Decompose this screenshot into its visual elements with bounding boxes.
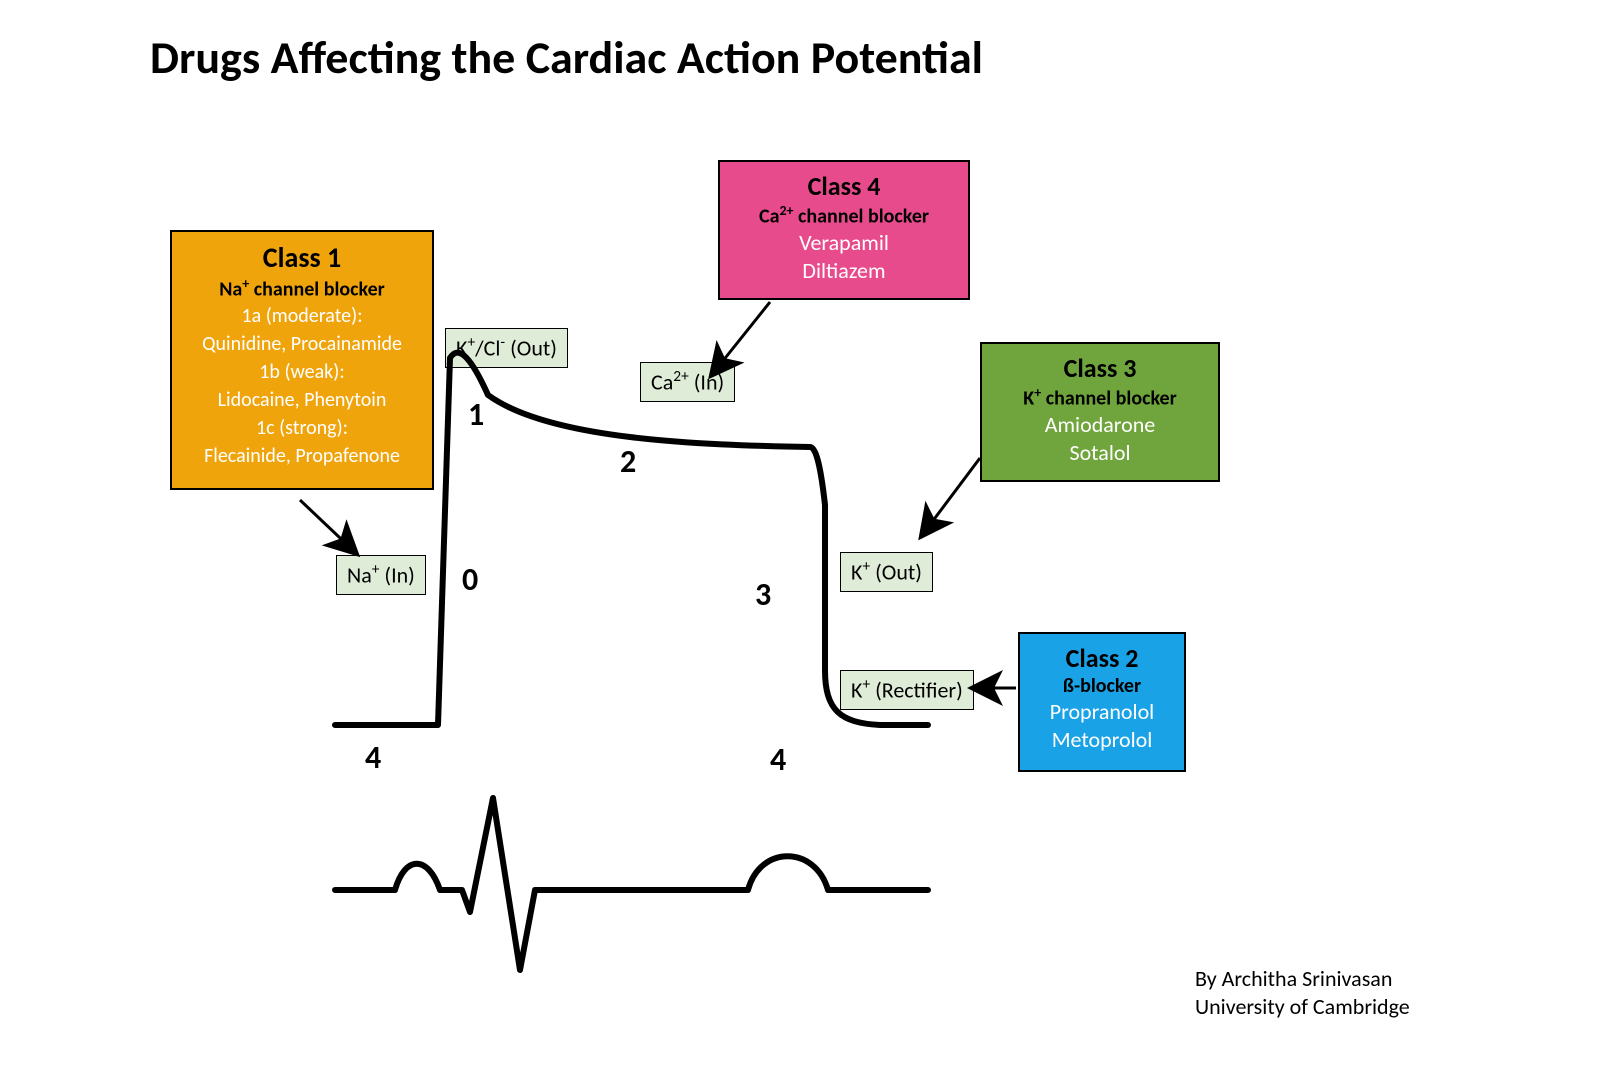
arrows xyxy=(300,302,1016,688)
credit-line2: University of Cambridge xyxy=(1195,993,1410,1021)
arrow xyxy=(300,500,358,555)
arrow xyxy=(710,302,770,377)
credit: By Architha Srinivasan University of Cam… xyxy=(1195,965,1410,1020)
curve-svg xyxy=(0,0,1600,1074)
diagram-stage: Drugs Affecting the Cardiac Action Poten… xyxy=(0,0,1600,1074)
action-potential-curve xyxy=(335,353,928,725)
credit-line1: By Architha Srinivasan xyxy=(1195,965,1410,993)
ecg-curve xyxy=(335,798,928,970)
arrow xyxy=(920,458,980,538)
